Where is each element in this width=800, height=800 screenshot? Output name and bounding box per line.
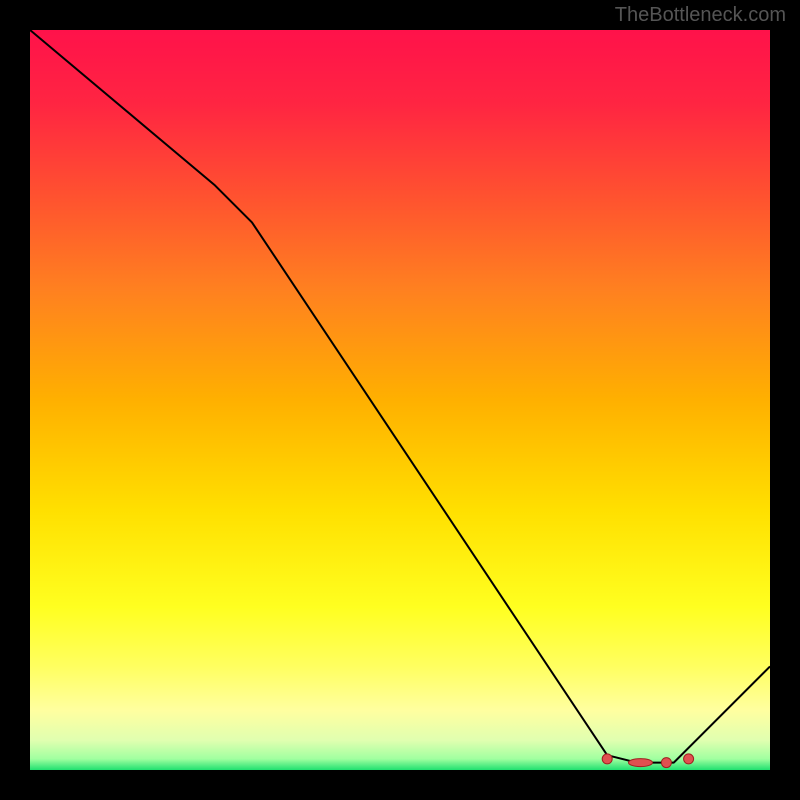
chart-plot-area [30, 30, 770, 770]
chart-marker [661, 758, 671, 768]
chart-marker [602, 754, 612, 764]
attribution-text: TheBottleneck.com [615, 4, 786, 27]
chart-marker [684, 754, 694, 764]
chart-marker [629, 759, 653, 767]
chart-svg-layer [30, 30, 770, 770]
chart-line-series [30, 30, 770, 763]
